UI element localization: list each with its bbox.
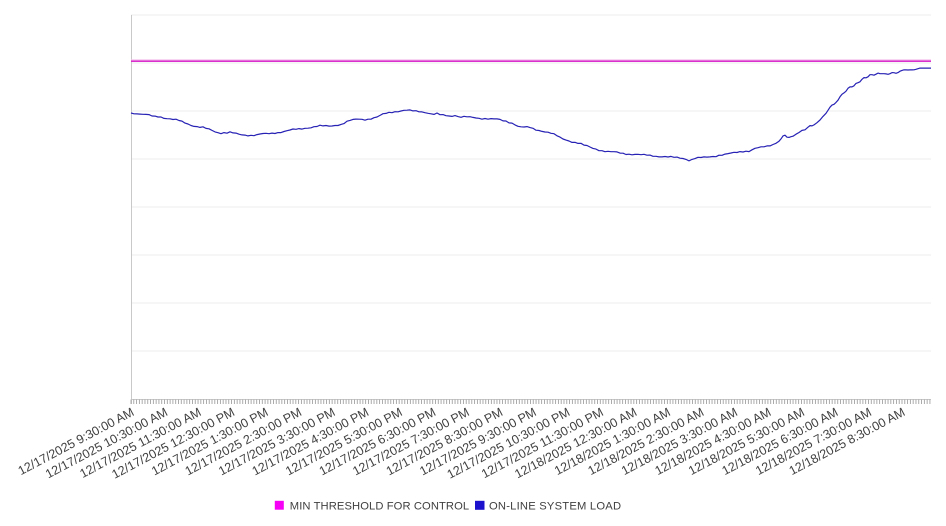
svg-text:MIN THRESHOLD FOR CONTROL: MIN THRESHOLD FOR CONTROL (290, 501, 469, 513)
svg-text:ON-LINE SYSTEM LOAD: ON-LINE SYSTEM LOAD (489, 501, 621, 513)
